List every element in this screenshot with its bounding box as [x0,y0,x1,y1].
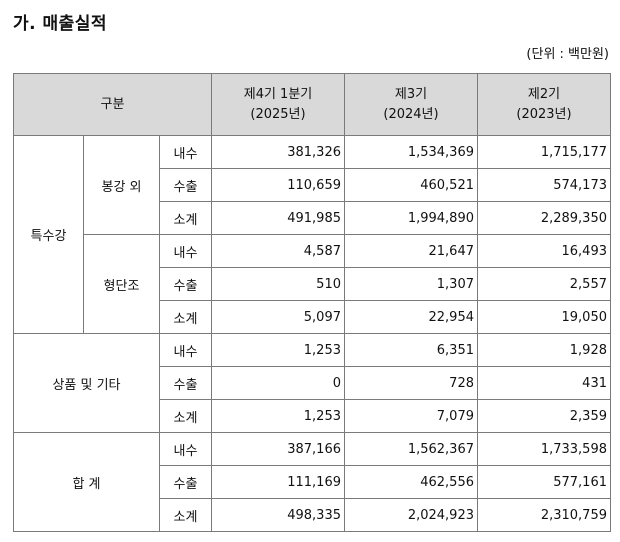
value-cell: 2,024,923 [344,498,478,532]
value-cell: 2,289,350 [477,201,611,235]
value-cell: 2,557 [477,267,611,301]
value-cell: 498,335 [211,498,345,532]
value-cell: 111,169 [211,465,345,499]
header-period-year: (2025년) [250,106,306,122]
value-cell: 4,587 [211,234,345,268]
header-period-label: 제4기 1분기 [243,86,313,102]
table-row: 수출 510 1,307 2,557 [14,267,611,301]
table-row: 형단조 내수 4,587 21,647 16,493 [14,234,611,334]
subgroup-forging: 형단조 [83,234,160,334]
value-cell: 19,050 [477,300,611,334]
value-cell: 2,310,759 [477,498,611,532]
subgroup-bar-steel: 봉강 외 [83,135,160,235]
value-cell: 491,985 [211,201,345,235]
value-cell: 16,493 [477,234,611,268]
row-type: 내수 [159,135,212,169]
value-cell: 510 [211,267,345,301]
value-cell: 1,994,890 [344,201,478,235]
value-cell: 1,534,369 [344,135,478,169]
value-cell: 1,733,598 [477,432,611,466]
row-type: 소계 [159,399,212,433]
table-row: 수출 0 728 431 [14,366,611,400]
row-type: 내수 [159,333,212,367]
value-cell: 381,326 [211,135,345,169]
header-period-q1-2025: 제4기 1분기 (2025년) [211,73,345,136]
header-period-2024: 제3기 (2024년) [344,73,478,136]
row-type: 소계 [159,201,212,235]
header-period-year: (2024년) [383,106,439,122]
value-cell: 1,253 [211,399,345,433]
value-cell: 1,562,367 [344,432,478,466]
group-goods-other: 상품 및 기타 [13,333,160,433]
row-type: 수출 [159,465,212,499]
value-cell: 0 [211,366,345,400]
value-cell: 574,173 [477,168,611,202]
value-cell: 1,715,177 [477,135,611,169]
table-row: 수출 110,659 460,521 574,173 [14,168,611,202]
value-cell: 7,079 [344,399,478,433]
value-cell: 462,556 [344,465,478,499]
row-type: 소계 [159,300,212,334]
table-row: 특수강 봉강 외 내수 381,326 1,534,369 1,715,177 [13,135,611,334]
row-type: 수출 [159,168,212,202]
table-header-row: 구분 제4기 1분기 (2025년) 제3기 (2024년) 제2기 (2023… [13,73,611,136]
value-cell: 1,253 [211,333,345,367]
header-period-label: 제3기 [394,86,428,102]
value-cell: 577,161 [477,465,611,499]
sales-performance-table: 구분 제4기 1분기 (2025년) 제3기 (2024년) 제2기 (2023… [13,73,611,532]
value-cell: 387,166 [211,432,345,466]
value-cell: 21,647 [344,234,478,268]
value-cell: 460,521 [344,168,478,202]
header-period-label: 제2기 [527,86,561,102]
unit-note: (단위 : 백만원) [526,47,609,62]
value-cell: 1,307 [344,267,478,301]
table-row: 소계 5,097 22,954 19,050 [14,300,611,334]
value-cell: 110,659 [211,168,345,202]
header-period-year: (2023년) [516,106,572,122]
value-cell: 728 [344,366,478,400]
row-type: 수출 [159,366,212,400]
table-row: 합 계 내수 387,166 1,562,367 1,733,598 [13,432,611,532]
value-cell: 6,351 [344,333,478,367]
value-cell: 5,097 [211,300,345,334]
group-special-steel: 특수강 [13,135,84,334]
row-type: 소계 [159,498,212,532]
table-row: 상품 및 기타 내수 1,253 6,351 1,928 [13,333,611,433]
value-cell: 1,928 [477,333,611,367]
value-cell: 22,954 [344,300,478,334]
row-type: 내수 [159,234,212,268]
row-type: 내수 [159,432,212,466]
table-row: 소계 491,985 1,994,890 2,289,350 [14,201,611,235]
table-row: 소계 498,335 2,024,923 2,310,759 [14,498,611,532]
header-category: 구분 [13,73,212,136]
value-cell: 431 [477,366,611,400]
value-cell: 2,359 [477,399,611,433]
header-period-2023: 제2기 (2023년) [477,73,611,136]
row-type: 수출 [159,267,212,301]
group-total: 합 계 [13,432,160,532]
section-title: 가. 매출실적 [13,14,108,34]
